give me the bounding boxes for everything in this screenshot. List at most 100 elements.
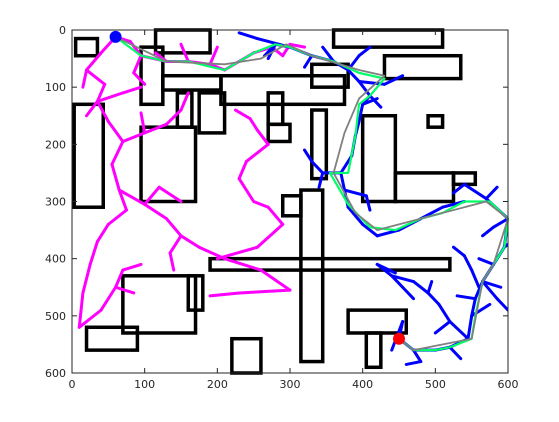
tree-start-edge-22 [164, 217, 183, 238]
tree-goal-edge-20 [455, 294, 477, 301]
tree-start-edge-47 [208, 45, 219, 66]
obstacle-12 [266, 122, 292, 144]
obstacle-2 [331, 28, 445, 49]
tree-goal-edge-49 [317, 171, 325, 189]
x-tick-label-0: 0 [69, 378, 76, 391]
y-tick-label-5: 500 [45, 310, 66, 323]
tree-goal-edge-11 [462, 182, 488, 201]
y-tick-label-6: 600 [45, 367, 66, 380]
tree-goal-edge-50 [343, 188, 368, 198]
obstacle-22 [121, 274, 198, 335]
tree-goal-edge-67 [357, 45, 372, 58]
tree-goal-edge-31 [452, 245, 466, 258]
tree-goal-edge-18 [433, 320, 452, 335]
tree-start-edge-13 [81, 262, 92, 295]
tree-start-edge-40 [121, 85, 143, 95]
tree-start-edge-37 [139, 111, 147, 135]
tree-start-edge-16 [99, 285, 118, 312]
obstacle-5 [161, 73, 223, 92]
tree-start-edge-1 [85, 51, 103, 72]
tree-start-edge-51 [132, 54, 143, 75]
x-tick-label-3: 300 [280, 378, 301, 391]
tree-start-edge-7 [110, 139, 125, 166]
y-tick-label-3: 300 [45, 196, 66, 209]
tree-start-edge-5 [95, 99, 110, 123]
tree-start-edge-32 [157, 185, 183, 203]
tree-goal-edge-4 [466, 314, 474, 341]
tree-goal-edge-58 [346, 68, 361, 83]
tree-start-edge-34 [143, 122, 168, 135]
tree-start-edge-25 [223, 257, 263, 272]
tree-goal-edge-57 [357, 79, 372, 98]
tree-goal-edge-22 [477, 257, 495, 266]
tree-start-edge-10 [106, 208, 128, 226]
tree-goal-edge-21 [481, 280, 503, 289]
tree-goal-edge-55 [357, 102, 365, 123]
obstacle-0 [73, 36, 100, 58]
tree-goal-edge-38 [346, 205, 365, 226]
tree-start-edge-15 [77, 308, 103, 329]
tree-goal-edge-27 [404, 360, 423, 366]
tree-start-edge-36 [179, 91, 190, 112]
obstacle-10 [197, 91, 227, 135]
path-layer [114, 35, 510, 352]
tree-start-edge-39 [95, 91, 125, 103]
tree-goal-edge-33 [495, 297, 508, 312]
tree-goal-edge-48 [303, 148, 314, 163]
tree-start-edge-2 [81, 68, 89, 89]
x-tick-label-5: 500 [425, 378, 446, 391]
start-marker [109, 30, 122, 43]
tree-goal-edge-32 [481, 280, 499, 301]
tree-start-edge-18 [114, 285, 136, 295]
obstacle-17 [360, 114, 398, 204]
tree-start-edge-11 [95, 222, 110, 244]
x-tick-label-6: 600 [498, 378, 519, 391]
obstacle-14 [280, 194, 303, 218]
x-tick-label-1: 100 [134, 378, 155, 391]
goal-marker [393, 332, 405, 345]
tree-start-edge-33 [121, 131, 147, 143]
tree-goal-edge-12 [448, 320, 470, 341]
obstacle-27 [364, 331, 383, 370]
tree-goal-edge-30 [462, 254, 474, 272]
tree-goal-edge-37 [452, 182, 466, 195]
tree-goal-edge-72 [263, 42, 277, 58]
tree-start-edge-6 [106, 119, 125, 143]
tree-goal-edge-15 [412, 280, 430, 295]
tree-goal-edge-35 [481, 225, 495, 238]
obstacle-18 [393, 171, 456, 204]
tree-start-edge-57 [237, 177, 256, 203]
tree-goal-edge-29 [470, 268, 481, 289]
tree-goal-edge-77 [401, 285, 416, 301]
tree-start-edge-60 [255, 128, 270, 146]
obstacle-15 [139, 125, 198, 204]
tree-goal-edge-36 [484, 185, 499, 201]
tree-start-edge-28 [208, 291, 241, 298]
tree-goal-edge-5 [470, 297, 477, 318]
tree-goal-edge-65 [382, 74, 405, 86]
obstacle-16 [310, 108, 329, 181]
y-tick-label-0: 0 [59, 24, 66, 37]
tree-start-edge-20 [117, 188, 147, 206]
obstacle-7 [310, 62, 350, 89]
tree-start-edge-55 [266, 205, 285, 226]
tree-goal-edge-78 [426, 280, 434, 295]
tree-start-edge-52 [132, 71, 147, 86]
tree-start-edge-35 [164, 108, 183, 126]
tree-start-edge-54 [255, 222, 285, 249]
tree-goal-edge-69 [303, 54, 314, 69]
obstacle-4 [72, 102, 105, 209]
tree-goal-edge-75 [375, 262, 397, 275]
tree-goal-edge-28 [448, 345, 463, 361]
y-tick-label-1: 100 [45, 81, 66, 94]
tree-start-edge-56 [252, 200, 270, 209]
obstacle-20 [208, 256, 452, 272]
tree-goal-edge-13 [437, 302, 452, 324]
tree-start-edge-4 [95, 82, 107, 103]
obstacle-19 [451, 171, 478, 187]
tree-start-edge-21 [143, 202, 168, 221]
tree-start-edge-27 [237, 288, 292, 295]
